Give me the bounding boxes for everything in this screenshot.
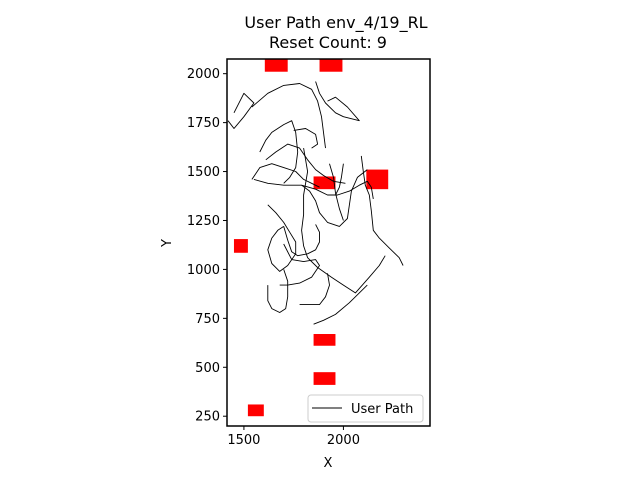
obstacle-box-3 [366, 169, 389, 190]
obstacle-box-0 [264, 59, 288, 72]
user-path-segment-3 [259, 120, 299, 184]
user-path-segment-10 [360, 155, 404, 266]
x-axis-label: X [324, 456, 333, 471]
user-path-segment-2 [315, 81, 360, 122]
user-path-segment-6 [253, 178, 374, 199]
y-tick-label: 1500 [187, 165, 220, 180]
y-tick-label: 1000 [187, 263, 220, 278]
chart-title: User Path env_4/19_RL [244, 13, 427, 33]
user-path-segment-4 [265, 143, 346, 184]
user-path-segment-17 [313, 284, 368, 325]
obstacle-box-7 [247, 404, 264, 417]
y-tick-label: 1250 [187, 214, 220, 229]
y-tick-label: 750 [195, 312, 220, 327]
user-path-segment-9 [335, 163, 344, 196]
user-path-segment-5 [251, 163, 320, 188]
y-axis-ticks: 250 500 750 1000 1250 1500 1750 2000 [187, 67, 227, 425]
obstacle-box-2 [313, 176, 336, 190]
legend: User Path [307, 394, 424, 423]
legend-box [307, 394, 424, 423]
x-tick-label: 1500 [227, 433, 260, 448]
user-path-segment-14 [267, 269, 289, 313]
user-path-segment-15 [301, 148, 386, 294]
legend-user-path-label: User Path [351, 402, 413, 417]
y-axis-label: Y [160, 239, 175, 248]
user-path-segment-16 [299, 273, 330, 306]
y-tick-label: 2000 [187, 67, 220, 82]
obstacle-box-5 [313, 334, 336, 346]
user-path-segment-11 [267, 204, 297, 272]
user-path-segment-8 [329, 163, 344, 221]
y-tick-label: 250 [195, 410, 220, 425]
x-tick-label: 2000 [327, 433, 360, 448]
user-path-layer [227, 81, 404, 325]
obstacles-layer [233, 59, 389, 417]
chart-subtitle: Reset Count: 9 [269, 33, 387, 52]
x-axis-ticks: 1500 2000 [227, 426, 360, 448]
plot-frame [226, 58, 431, 427]
y-tick-label: 1750 [187, 116, 220, 131]
user-path-segment-0 [227, 92, 255, 129]
user-path-segment-18 [293, 128, 319, 149]
obstacle-box-1 [319, 59, 343, 72]
user-path-segment-12 [283, 224, 320, 257]
obstacle-box-4 [233, 239, 248, 253]
y-tick-label: 500 [195, 361, 220, 376]
user-path-segment-13 [279, 243, 320, 286]
user-path-segment-1 [251, 83, 326, 149]
user-path-segment-7 [301, 169, 368, 227]
obstacle-box-6 [313, 372, 336, 385]
